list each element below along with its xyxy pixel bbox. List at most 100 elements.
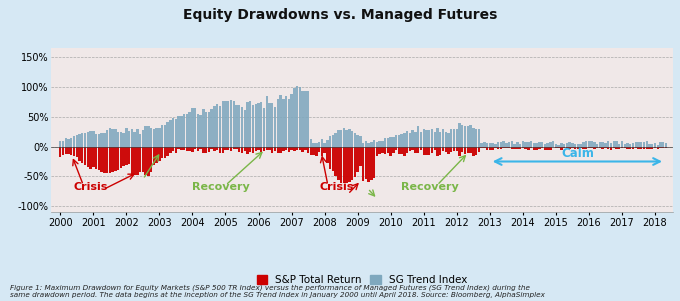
Bar bbox=[403, 133, 406, 147]
Bar bbox=[571, 147, 574, 148]
Bar bbox=[271, 103, 273, 147]
Bar bbox=[648, 147, 651, 149]
Bar bbox=[158, 147, 160, 162]
Bar bbox=[112, 129, 114, 147]
Bar bbox=[585, 147, 588, 149]
Bar bbox=[660, 147, 662, 148]
Bar bbox=[266, 97, 268, 147]
Bar bbox=[422, 129, 425, 147]
Bar bbox=[593, 147, 596, 149]
Bar bbox=[356, 147, 359, 172]
Bar bbox=[364, 141, 367, 147]
Bar bbox=[544, 147, 546, 150]
Bar bbox=[662, 141, 664, 147]
Bar bbox=[340, 130, 342, 147]
Bar bbox=[469, 125, 472, 147]
Bar bbox=[230, 147, 232, 151]
Bar bbox=[252, 147, 254, 153]
Bar bbox=[466, 126, 469, 147]
Bar bbox=[95, 147, 97, 169]
Bar bbox=[233, 101, 235, 147]
Bar bbox=[392, 137, 394, 147]
Bar bbox=[194, 147, 197, 149]
Bar bbox=[86, 132, 89, 147]
Bar bbox=[125, 147, 128, 165]
Bar bbox=[475, 129, 477, 147]
Bar bbox=[610, 147, 612, 150]
Bar bbox=[624, 144, 626, 147]
Bar bbox=[384, 147, 386, 154]
Bar bbox=[568, 147, 571, 149]
Bar bbox=[299, 87, 301, 147]
Bar bbox=[442, 129, 444, 147]
Bar bbox=[288, 99, 290, 147]
Bar bbox=[392, 147, 394, 153]
Bar bbox=[530, 141, 532, 147]
Bar bbox=[345, 130, 348, 147]
Bar bbox=[348, 147, 351, 182]
Bar bbox=[343, 128, 345, 147]
Bar bbox=[235, 105, 238, 147]
Bar bbox=[98, 135, 100, 147]
Bar bbox=[387, 147, 389, 153]
Bar bbox=[167, 147, 169, 156]
Bar bbox=[59, 147, 61, 157]
Bar bbox=[343, 147, 345, 183]
Bar bbox=[101, 147, 103, 172]
Bar bbox=[269, 103, 271, 147]
Bar bbox=[183, 114, 186, 147]
Bar bbox=[367, 143, 370, 147]
Text: Figure 1: Maximum Drawdown for Equity Markets (S&P 500 TR Index) versus the perf: Figure 1: Maximum Drawdown for Equity Ma… bbox=[10, 284, 545, 298]
Bar bbox=[197, 147, 199, 151]
Bar bbox=[92, 147, 95, 167]
Bar bbox=[456, 129, 458, 147]
Bar bbox=[84, 133, 86, 147]
Bar bbox=[65, 147, 67, 154]
Bar bbox=[356, 135, 359, 147]
Bar bbox=[447, 147, 449, 154]
Bar bbox=[211, 147, 213, 149]
Bar bbox=[150, 147, 152, 172]
Bar bbox=[324, 143, 326, 147]
Bar bbox=[293, 88, 296, 147]
Bar bbox=[73, 136, 75, 147]
Bar bbox=[309, 139, 312, 147]
Bar bbox=[70, 147, 73, 155]
Bar bbox=[222, 101, 224, 147]
Bar bbox=[269, 147, 271, 150]
Bar bbox=[643, 147, 645, 149]
Bar bbox=[348, 129, 351, 147]
Bar bbox=[585, 141, 588, 147]
Bar bbox=[340, 147, 342, 184]
Bar bbox=[588, 147, 590, 148]
Bar bbox=[177, 147, 180, 149]
Bar bbox=[81, 147, 84, 163]
Bar bbox=[527, 142, 530, 147]
Bar bbox=[293, 147, 296, 151]
Bar bbox=[439, 132, 441, 147]
Text: Recovery: Recovery bbox=[192, 182, 250, 191]
Bar bbox=[288, 147, 290, 152]
Bar bbox=[527, 147, 530, 150]
Bar bbox=[472, 128, 475, 147]
Bar bbox=[560, 147, 562, 150]
Bar bbox=[207, 147, 210, 152]
Bar bbox=[243, 110, 246, 147]
Bar bbox=[257, 147, 260, 150]
Bar bbox=[257, 103, 260, 147]
Bar bbox=[367, 147, 370, 182]
Bar bbox=[277, 99, 279, 147]
Bar bbox=[596, 147, 598, 148]
Bar bbox=[653, 144, 656, 147]
Bar bbox=[156, 128, 158, 147]
Bar bbox=[103, 133, 105, 147]
Bar bbox=[329, 136, 331, 147]
Bar bbox=[345, 147, 348, 183]
Text: Calm: Calm bbox=[561, 147, 594, 160]
Bar bbox=[175, 147, 177, 153]
Bar bbox=[169, 147, 171, 153]
Bar bbox=[524, 142, 527, 147]
Bar bbox=[602, 142, 604, 147]
Bar bbox=[362, 143, 364, 147]
Bar bbox=[282, 99, 284, 147]
